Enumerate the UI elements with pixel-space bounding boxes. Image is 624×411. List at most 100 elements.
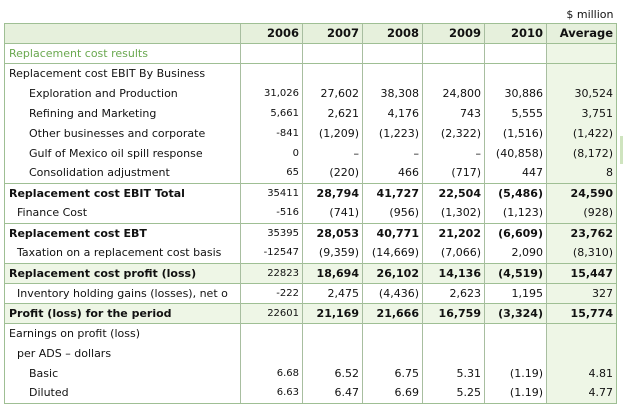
value-cell[interactable]: (1.19)	[484, 363, 547, 383]
row-label[interactable]: Replacement cost EBIT Total	[4, 182, 241, 203]
value-cell[interactable]: (8,172)	[546, 143, 617, 163]
col-2010[interactable]: 2010	[484, 22, 547, 43]
value-cell[interactable]: (14,669)	[362, 243, 423, 263]
value-cell[interactable]	[240, 343, 303, 363]
col-average[interactable]: Average	[546, 22, 617, 43]
value-cell[interactable]: 6.47	[302, 383, 363, 404]
value-cell[interactable]	[484, 322, 547, 343]
value-cell[interactable]: (6,609)	[484, 222, 547, 243]
value-cell[interactable]: -841	[240, 123, 303, 143]
value-cell[interactable]: (1,123)	[484, 203, 547, 223]
row-label[interactable]: Replacement cost EBT	[4, 222, 241, 243]
value-cell[interactable]: 3,751	[546, 103, 617, 123]
value-cell[interactable]: 5,555	[484, 103, 547, 123]
value-cell[interactable]: 35395	[240, 222, 303, 243]
value-cell[interactable]: 26,102	[362, 262, 423, 283]
value-cell[interactable]: 28,794	[302, 182, 363, 203]
value-cell[interactable]: 27,602	[302, 83, 363, 103]
section-title[interactable]: Replacement cost results	[4, 42, 241, 63]
row-label[interactable]: Other businesses and corporate	[4, 123, 241, 143]
value-cell[interactable]: 2,621	[302, 103, 363, 123]
row-label[interactable]: Profit (loss) for the period	[4, 302, 241, 323]
value-cell[interactable]: 2,090	[484, 243, 547, 263]
value-cell[interactable]: 30,524	[546, 83, 617, 103]
value-cell[interactable]: 466	[362, 163, 423, 183]
value-cell[interactable]: 22601	[240, 302, 303, 323]
value-cell[interactable]: 0	[240, 143, 303, 163]
row-label[interactable]: Finance Cost	[4, 203, 241, 223]
row-label[interactable]: Consolidation adjustment	[4, 163, 241, 183]
value-cell[interactable]: 23,762	[546, 222, 617, 243]
value-cell[interactable]: 41,727	[362, 182, 423, 203]
value-cell[interactable]	[302, 343, 363, 363]
value-cell[interactable]	[484, 62, 547, 83]
value-cell[interactable]	[422, 343, 485, 363]
value-cell[interactable]: 38,308	[362, 83, 423, 103]
value-cell[interactable]	[362, 322, 423, 343]
value-cell[interactable]: (741)	[302, 203, 363, 223]
value-cell[interactable]: 327	[546, 282, 617, 303]
value-cell[interactable]: -222	[240, 282, 303, 303]
col-2009[interactable]: 2009	[422, 22, 485, 43]
row-label[interactable]: Basic	[4, 363, 241, 383]
row-label[interactable]: Gulf of Mexico oil spill response	[4, 143, 241, 163]
value-cell[interactable]: -12547	[240, 243, 303, 263]
value-cell[interactable]	[302, 322, 363, 343]
value-cell[interactable]: 21,169	[302, 302, 363, 323]
col-2007[interactable]: 2007	[302, 22, 363, 43]
col-2008[interactable]: 2008	[362, 22, 423, 43]
value-cell[interactable]	[240, 322, 303, 343]
value-cell[interactable]: 14,136	[422, 262, 485, 283]
value-cell[interactable]: (2,322)	[422, 123, 485, 143]
value-cell[interactable]: 24,590	[546, 182, 617, 203]
value-cell[interactable]: 22,504	[422, 182, 485, 203]
value-cell[interactable]: (1,516)	[484, 123, 547, 143]
value-cell[interactable]: 24,800	[422, 83, 485, 103]
value-cell[interactable]: (1,302)	[422, 203, 485, 223]
value-cell[interactable]: 22823	[240, 262, 303, 283]
value-cell[interactable]: 6.68	[240, 363, 303, 383]
value-cell[interactable]: (9,359)	[302, 243, 363, 263]
value-cell[interactable]: (4,519)	[484, 262, 547, 283]
value-cell[interactable]	[422, 62, 485, 83]
value-cell[interactable]: 5.31	[422, 363, 485, 383]
scroll-indicator[interactable]	[620, 136, 623, 164]
row-label[interactable]: Exploration and Production	[4, 83, 241, 103]
value-cell[interactable]: 2,623	[422, 282, 485, 303]
value-cell[interactable]: (1.19)	[484, 383, 547, 404]
value-cell[interactable]: (1,223)	[362, 123, 423, 143]
row-label[interactable]: per ADS – dollars	[4, 343, 241, 363]
value-cell[interactable]: –	[422, 143, 485, 163]
value-cell[interactable]: (8,310)	[546, 243, 617, 263]
value-cell[interactable]: 8	[546, 163, 617, 183]
value-cell[interactable]: 743	[422, 103, 485, 123]
value-cell[interactable]: 1,195	[484, 282, 547, 303]
value-cell[interactable]: (3,324)	[484, 302, 547, 323]
value-cell[interactable]	[546, 322, 617, 343]
value-cell[interactable]: 21,666	[362, 302, 423, 323]
value-cell[interactable]: (4,436)	[362, 282, 423, 303]
value-cell[interactable]: 40,771	[362, 222, 423, 243]
value-cell[interactable]: 30,886	[484, 83, 547, 103]
row-label[interactable]: Replacement cost profit (loss)	[4, 262, 241, 283]
value-cell[interactable]: 6.69	[362, 383, 423, 404]
value-cell[interactable]	[484, 343, 547, 363]
value-cell[interactable]: (956)	[362, 203, 423, 223]
value-cell[interactable]: (5,486)	[484, 182, 547, 203]
value-cell[interactable]: 31,026	[240, 83, 303, 103]
value-cell[interactable]: 28,053	[302, 222, 363, 243]
value-cell[interactable]: (1,422)	[546, 123, 617, 143]
value-cell[interactable]: 5.25	[422, 383, 485, 404]
row-label[interactable]: Inventory holding gains (losses), net o	[4, 282, 241, 303]
value-cell[interactable]	[546, 62, 617, 83]
value-cell[interactable]: (40,858)	[484, 143, 547, 163]
value-cell[interactable]	[362, 62, 423, 83]
value-cell[interactable]: 21,202	[422, 222, 485, 243]
value-cell[interactable]: 6.75	[362, 363, 423, 383]
row-label[interactable]: Taxation on a replacement cost basis	[4, 243, 241, 263]
value-cell[interactable]: 15,447	[546, 262, 617, 283]
value-cell[interactable]: 2,475	[302, 282, 363, 303]
col-2006[interactable]: 2006	[240, 22, 303, 43]
value-cell[interactable]: –	[302, 143, 363, 163]
row-label[interactable]: Replacement cost EBIT By Business	[4, 62, 241, 83]
